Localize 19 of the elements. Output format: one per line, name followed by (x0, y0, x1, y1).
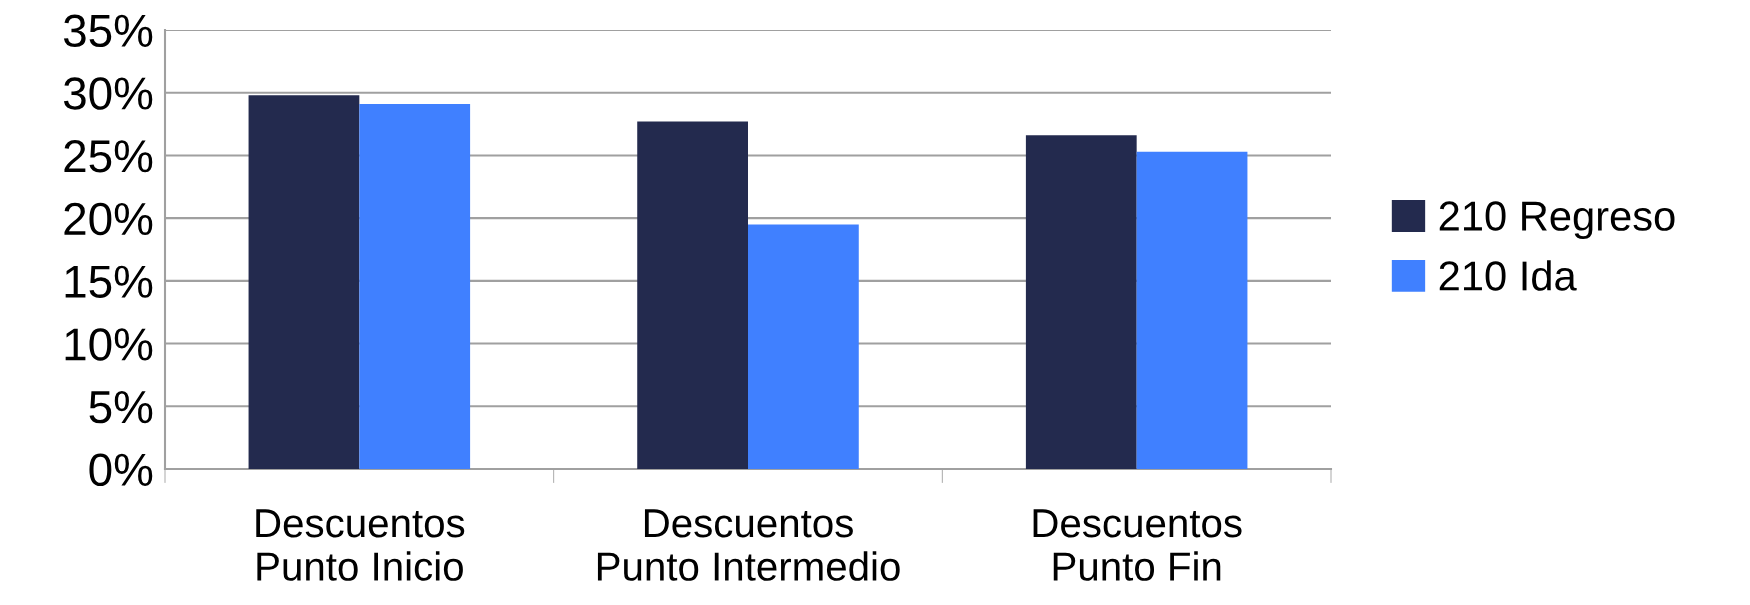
y-tick-label: 0% (89, 453, 153, 487)
y-tick-label: 5% (89, 391, 153, 424)
y-tick-label: 35% (63, 14, 153, 48)
bar (359, 104, 471, 469)
bar (1136, 151, 1248, 469)
x-tick-label: Descuentos Punto Inicio (256, 509, 465, 581)
legend-label: 210 Ida (1439, 260, 1577, 291)
bar (1025, 135, 1137, 469)
bar (248, 95, 360, 469)
legend-label: 210 Regreso (1439, 201, 1675, 240)
bar (748, 224, 859, 469)
x-tick-label: Descuentos Punto Intermedio (597, 509, 900, 581)
y-tick-label: 25% (64, 140, 153, 173)
y-tick-label: 15% (65, 265, 153, 298)
bar (637, 121, 748, 469)
y-tick-label: 30% (63, 77, 153, 110)
y-tick-label: 10% (65, 328, 153, 361)
y-tick-label: 20% (64, 202, 153, 236)
x-tick-label: Descuentos Punto Fin (1033, 509, 1242, 581)
